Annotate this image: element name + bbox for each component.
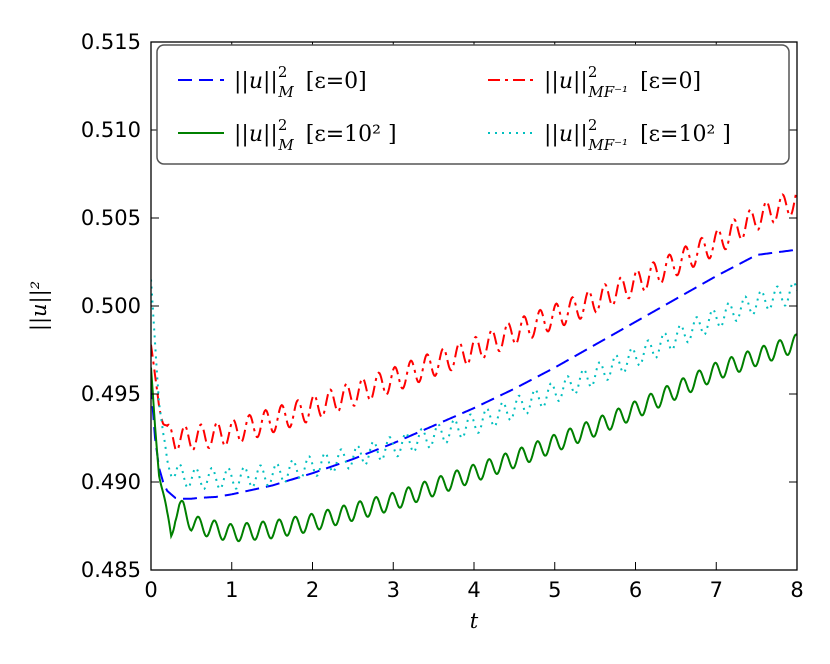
y-tick-label: 0.485 bbox=[81, 558, 141, 582]
y-tick-label: 0.515 bbox=[81, 30, 141, 54]
y-tick-label: 0.510 bbox=[81, 118, 141, 142]
x-tick-label: 6 bbox=[629, 578, 642, 602]
series-line-1 bbox=[151, 248, 797, 500]
legend-label-1: ||u||2 M [ε=0] bbox=[234, 63, 367, 101]
x-tick-label: 4 bbox=[467, 578, 480, 602]
x-tick-label: 7 bbox=[710, 578, 723, 602]
legend-label-2: ||u||2 MF⁻¹ [ε=0] bbox=[544, 63, 701, 101]
y-axis-label: ||u||² bbox=[27, 281, 52, 331]
series-line-2 bbox=[151, 189, 797, 452]
y-tick-label: 0.490 bbox=[81, 470, 141, 494]
legend-box bbox=[156, 44, 790, 165]
series-layer bbox=[151, 189, 797, 543]
x-tick-label: 3 bbox=[387, 578, 400, 602]
x-tick-label: 8 bbox=[790, 578, 803, 602]
series-line-4 bbox=[151, 279, 797, 490]
series-line-3 bbox=[151, 333, 797, 543]
y-tick-label: 0.500 bbox=[81, 294, 141, 318]
x-axis-label: t bbox=[470, 609, 479, 633]
axis-ticks: 0 1 2 3 4 5 6 7 8 0.485 0.490 0.495 0.500 0.505 0.510 0… bbox=[81, 30, 804, 602]
x-tick-label: 1 bbox=[225, 578, 238, 602]
x-tick-label: 5 bbox=[548, 578, 561, 602]
legend: ||u||2 M [ε=0] ||u||2 MF⁻¹ [ε=0] ||u||2 M [ε=10²… bbox=[156, 44, 790, 165]
legend-label-3: ||u||2 M [ε=10² ] bbox=[234, 116, 397, 154]
y-tick-label: 0.505 bbox=[81, 206, 141, 230]
x-tick-label: 0 bbox=[144, 578, 157, 602]
legend-label-4: ||u||2 MF⁻¹ [ε=10² ] bbox=[544, 116, 731, 154]
y-tick-label: 0.495 bbox=[81, 382, 141, 406]
x-tick-label: 2 bbox=[306, 578, 319, 602]
